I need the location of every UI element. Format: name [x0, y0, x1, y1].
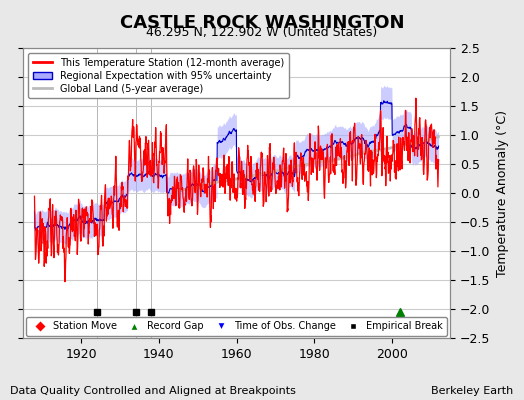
Legend: Station Move, Record Gap, Time of Obs. Change, Empirical Break: Station Move, Record Gap, Time of Obs. C…: [26, 316, 447, 336]
Y-axis label: Temperature Anomaly (°C): Temperature Anomaly (°C): [496, 110, 509, 277]
Text: Berkeley Earth: Berkeley Earth: [431, 386, 514, 396]
Text: 46.295 N, 122.902 W (United States): 46.295 N, 122.902 W (United States): [146, 26, 378, 39]
Text: CASTLE ROCK WASHINGTON: CASTLE ROCK WASHINGTON: [120, 14, 404, 32]
Text: Data Quality Controlled and Aligned at Breakpoints: Data Quality Controlled and Aligned at B…: [10, 386, 297, 396]
